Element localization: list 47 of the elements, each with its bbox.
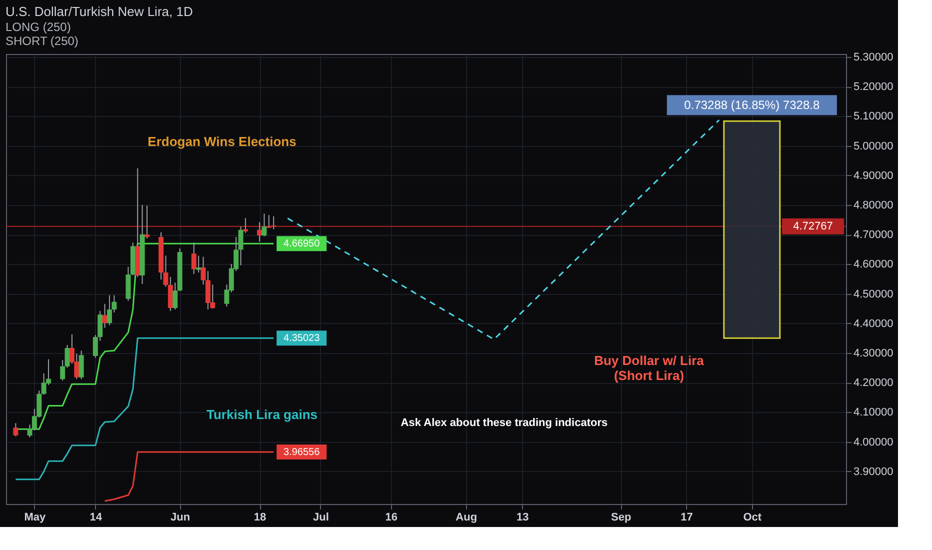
data-label: 3.96556 bbox=[284, 447, 320, 458]
candlestick bbox=[60, 360, 66, 382]
candlestick bbox=[78, 350, 84, 380]
text: LONG (250) bbox=[6, 20, 71, 34]
data-label: 4.35023 bbox=[284, 333, 320, 344]
y-tick-label: 4.80000 bbox=[854, 199, 894, 212]
x-tick-label: Jun bbox=[170, 512, 190, 524]
x-tick-label: Oct bbox=[743, 512, 762, 524]
y-tick-label: 4.60000 bbox=[854, 258, 894, 271]
annotation: Buy Dollar w/ Lira (Short Lira) bbox=[594, 353, 705, 383]
y-tick-label: 4.40000 bbox=[854, 318, 894, 330]
annotation: Erdogan Wins Elections bbox=[148, 134, 296, 149]
line-series bbox=[104, 451, 274, 502]
text: SHORT (250) bbox=[6, 34, 78, 48]
y-tick-label: 4.00000 bbox=[854, 436, 894, 448]
y-tick-label: 4.90000 bbox=[854, 170, 894, 182]
y-tick-label: 5.10000 bbox=[854, 110, 894, 123]
candlestick bbox=[191, 242, 196, 274]
y-tick-label: 3.90000 bbox=[854, 466, 894, 478]
data-label: 0.73288 (16.85%) 7328.8 bbox=[684, 98, 820, 112]
y-tick-label: 5.30000 bbox=[854, 51, 894, 64]
x-tick-label: 16 bbox=[385, 512, 398, 524]
y-tick-label: 4.30000 bbox=[854, 348, 894, 360]
y-tick-label: 4.20000 bbox=[854, 377, 894, 390]
x-tick-label: 18 bbox=[254, 512, 266, 524]
x-tick-label: Aug bbox=[456, 512, 478, 524]
x-tick-label: Sep bbox=[611, 512, 632, 524]
y-tick-label: 4.10000 bbox=[854, 406, 894, 419]
ref-line-label: 4.72767 bbox=[793, 220, 833, 232]
candlestick bbox=[102, 303, 108, 328]
candlestick bbox=[168, 276, 173, 312]
annotation: Turkish Lira gains bbox=[206, 407, 318, 422]
candlestick bbox=[144, 205, 150, 239]
data-label: 4.66950 bbox=[284, 238, 320, 250]
x-tick-label: May bbox=[24, 512, 47, 524]
candlestick bbox=[13, 422, 18, 437]
x-tick-label: Jul bbox=[313, 512, 329, 524]
x-tick-label: 14 bbox=[90, 512, 103, 524]
annotation: Ask Alex about these trading indicators bbox=[400, 417, 608, 429]
y-tick-label: 4.70000 bbox=[854, 229, 894, 242]
y-tick-label: 4.50000 bbox=[854, 288, 894, 300]
candlestick bbox=[172, 282, 178, 310]
x-tick-label: 17 bbox=[680, 512, 693, 524]
y-tick-label: 5.00000 bbox=[854, 140, 894, 152]
chart-title: U.S. Dollar/Turkish New Lira, 1D bbox=[6, 4, 193, 19]
x-tick-label: 13 bbox=[516, 512, 529, 524]
y-tick-label: 5.20000 bbox=[854, 81, 894, 94]
